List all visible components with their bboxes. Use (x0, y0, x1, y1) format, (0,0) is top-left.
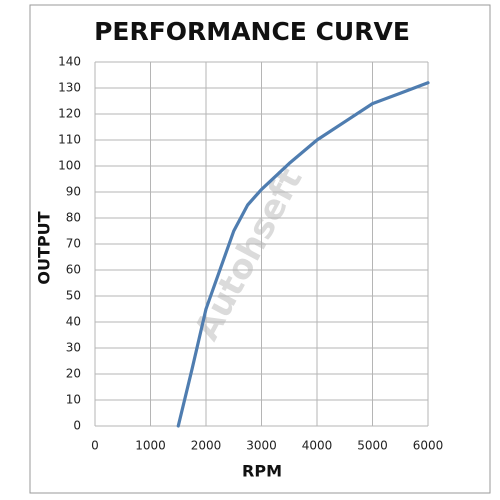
y-tick-label: 130 (58, 81, 81, 95)
watermark: Autohseft (187, 162, 311, 347)
y-tick-label: 60 (66, 263, 81, 277)
x-axis-label: RPM (242, 462, 282, 481)
y-tick-label: 100 (58, 159, 81, 173)
x-tick-label: 2000 (191, 439, 222, 453)
y-tick-label: 120 (58, 107, 81, 121)
x-tick-label: 3000 (246, 439, 277, 453)
x-tick-label: 4000 (302, 439, 333, 453)
y-tick-label: 70 (66, 237, 81, 251)
y-tick-label: 80 (66, 211, 81, 225)
chart-title: PERFORMANCE CURVE (94, 17, 410, 46)
x-tick-label: 6000 (413, 439, 444, 453)
y-tick-label: 0 (73, 419, 81, 433)
y-tick-label: 110 (58, 133, 81, 147)
y-tick-label: 20 (66, 367, 81, 381)
y-tick-label: 90 (66, 185, 81, 199)
y-tick-label: 40 (66, 315, 81, 329)
y-axis-label: OUTPUT (35, 211, 54, 284)
x-tick-label: 1000 (135, 439, 166, 453)
y-tick-label: 50 (66, 289, 81, 303)
data-line (176, 81, 430, 428)
y-tick-label: 10 (66, 393, 81, 407)
y-tick-label: 30 (66, 341, 81, 355)
x-tick-label: 0 (91, 439, 99, 453)
frame (29, 4, 491, 494)
y-tick-label: 140 (58, 55, 81, 69)
x-tick-label: 5000 (357, 439, 388, 453)
